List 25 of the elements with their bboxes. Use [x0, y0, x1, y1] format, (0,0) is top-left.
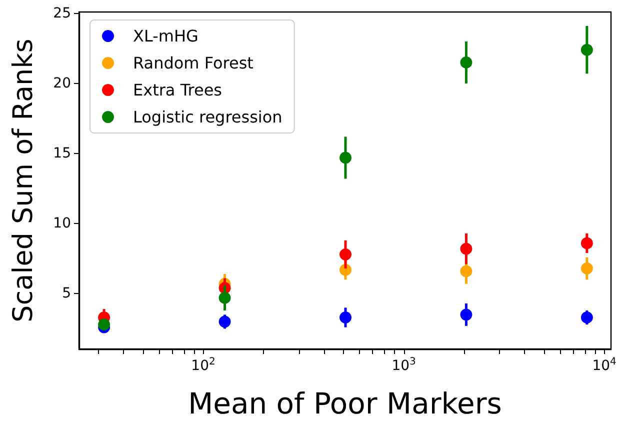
point [98, 318, 110, 330]
legend-label: Extra Trees [133, 80, 222, 100]
point [460, 242, 472, 255]
point [340, 311, 352, 324]
y-tick-label: 25 [53, 5, 71, 22]
y-tick-label: 20 [53, 75, 71, 92]
y-tick-label: 15 [53, 146, 71, 162]
y-tick-label: 10 [53, 216, 71, 232]
point [218, 292, 231, 304]
legend-label: Random Forest [133, 54, 254, 72]
legend-label: XL-mHG [133, 26, 198, 46]
legend-label: Logistic regression [133, 108, 282, 126]
y-axis-title: Scaled Sum of Ranks [8, 38, 39, 322]
point [580, 311, 593, 324]
point [460, 56, 472, 68]
point [580, 262, 593, 274]
point [340, 152, 352, 164]
x-axis-title: Mean of Poor Markers [188, 386, 502, 420]
point [340, 248, 352, 260]
y-tick-label: 5 [62, 286, 71, 302]
point [218, 316, 231, 328]
point [580, 44, 593, 56]
point [460, 265, 472, 278]
point [580, 237, 593, 250]
point [460, 308, 472, 321]
